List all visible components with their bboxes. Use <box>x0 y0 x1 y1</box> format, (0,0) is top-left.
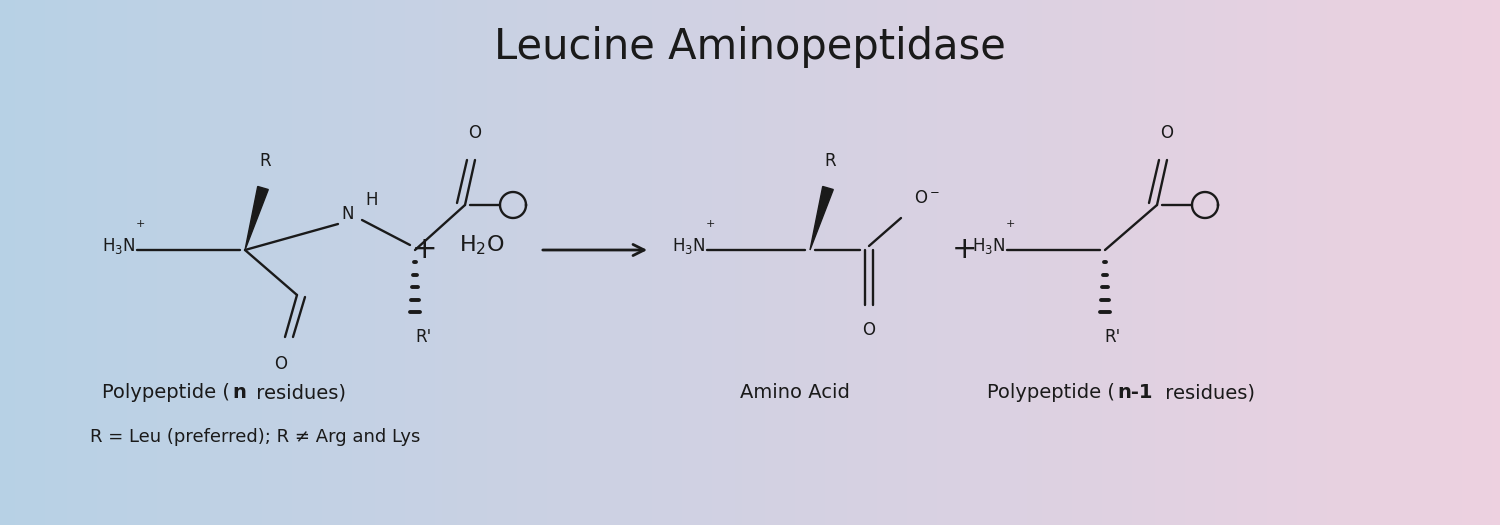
Text: +: + <box>1007 219 1016 229</box>
Text: N: N <box>342 205 354 223</box>
Text: H: H <box>366 191 378 209</box>
Text: H$_3$N: H$_3$N <box>102 236 135 256</box>
Text: +: + <box>136 219 146 229</box>
Text: +: + <box>952 236 978 265</box>
Text: R: R <box>260 152 272 170</box>
Text: R: R <box>824 152 836 170</box>
Text: O$^-$: O$^-$ <box>914 189 940 207</box>
Text: +: + <box>706 219 716 229</box>
Text: +: + <box>413 236 438 265</box>
Text: O: O <box>468 124 482 142</box>
Text: residues): residues) <box>251 383 346 403</box>
Text: Polypeptide (: Polypeptide ( <box>102 383 230 403</box>
Text: R = Leu (preferred); R ≠ Arg and Lys: R = Leu (preferred); R ≠ Arg and Lys <box>90 428 420 446</box>
Text: O: O <box>1161 124 1173 142</box>
Text: Amino Acid: Amino Acid <box>740 383 850 403</box>
Text: O: O <box>862 321 876 339</box>
Text: H$_2$O: H$_2$O <box>459 233 506 257</box>
Text: Polypeptide (: Polypeptide ( <box>987 383 1114 403</box>
Text: H$_3$N: H$_3$N <box>672 236 705 256</box>
Text: R': R' <box>1106 328 1120 346</box>
Polygon shape <box>810 186 834 250</box>
Text: H$_3$N: H$_3$N <box>972 236 1005 256</box>
Text: residues): residues) <box>1160 383 1256 403</box>
Text: O: O <box>274 355 288 373</box>
Text: Leucine Aminopeptidase: Leucine Aminopeptidase <box>494 26 1006 68</box>
Text: R': R' <box>416 328 430 346</box>
Text: n: n <box>232 383 246 403</box>
Text: n-1: n-1 <box>1118 383 1152 403</box>
Polygon shape <box>244 186 268 250</box>
